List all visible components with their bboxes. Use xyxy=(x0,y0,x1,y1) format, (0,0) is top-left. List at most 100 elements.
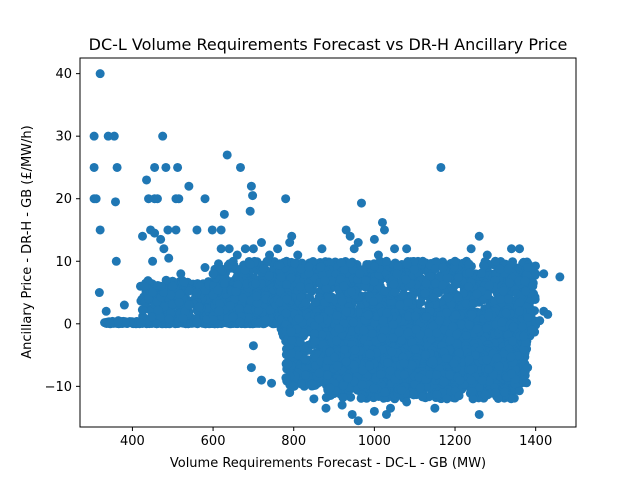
data-point xyxy=(164,314,174,324)
data-point xyxy=(439,377,449,387)
data-point xyxy=(392,269,402,279)
data-point xyxy=(428,321,438,331)
data-point xyxy=(457,320,467,330)
data-point xyxy=(235,317,245,327)
data-point xyxy=(174,297,184,307)
data-point xyxy=(332,361,342,371)
data-point xyxy=(358,365,368,375)
data-point xyxy=(453,273,463,283)
data-point xyxy=(464,282,474,292)
data-point xyxy=(339,281,349,291)
data-point xyxy=(395,300,405,310)
data-point xyxy=(445,335,455,345)
data-point xyxy=(394,327,404,337)
data-point xyxy=(304,262,314,272)
data-point xyxy=(184,286,194,296)
data-point xyxy=(466,375,476,385)
data-point xyxy=(521,286,531,296)
data-point xyxy=(429,293,439,303)
data-point xyxy=(388,333,398,343)
data-point xyxy=(167,299,177,309)
data-point xyxy=(324,306,334,316)
data-point xyxy=(281,373,291,383)
data-point xyxy=(370,261,380,271)
data-point xyxy=(243,304,253,314)
data-point xyxy=(252,291,262,301)
data-point xyxy=(361,276,371,286)
data-point xyxy=(411,324,421,334)
data-point xyxy=(495,264,505,274)
data-point xyxy=(340,345,350,355)
data-point xyxy=(431,257,441,267)
data-point xyxy=(484,281,494,291)
data-point xyxy=(452,329,462,339)
data-point xyxy=(464,259,474,269)
data-point xyxy=(286,349,296,359)
data-point xyxy=(438,280,448,290)
data-point xyxy=(483,311,493,321)
data-point xyxy=(281,308,291,318)
chart-title: DC-L Volume Requirements Forecast vs DR-… xyxy=(89,35,568,54)
data-point xyxy=(294,314,304,324)
data-point xyxy=(261,315,271,325)
data-point xyxy=(310,320,320,330)
data-point xyxy=(320,276,330,286)
data-point xyxy=(451,310,461,320)
data-point xyxy=(506,352,516,362)
data-point xyxy=(407,360,417,370)
data-point xyxy=(349,360,359,370)
data-point xyxy=(179,277,189,287)
data-point xyxy=(402,259,412,269)
data-point xyxy=(376,369,386,379)
data-point xyxy=(310,297,320,307)
data-point xyxy=(264,271,274,281)
data-point xyxy=(383,358,393,368)
data-point xyxy=(434,316,444,326)
data-point xyxy=(349,317,359,327)
data-point xyxy=(258,264,268,274)
data-point xyxy=(499,349,509,359)
data-point xyxy=(495,294,505,304)
data-point xyxy=(326,276,336,286)
data-point xyxy=(441,353,451,363)
data-point xyxy=(215,264,225,274)
data-point xyxy=(220,278,230,288)
data-point xyxy=(470,350,480,360)
data-point xyxy=(430,264,440,274)
data-point xyxy=(393,262,403,272)
data-point xyxy=(519,344,529,354)
data-point xyxy=(238,293,248,303)
data-point xyxy=(505,278,515,288)
data-point xyxy=(330,352,339,362)
data-point xyxy=(380,286,390,296)
data-point xyxy=(346,326,356,336)
data-point xyxy=(500,387,510,397)
data-point xyxy=(245,259,255,269)
data-point xyxy=(410,311,420,321)
data-point xyxy=(314,314,324,324)
data-point xyxy=(382,308,392,318)
data-point xyxy=(290,258,300,268)
data-point xyxy=(286,273,296,283)
data-point xyxy=(501,308,511,318)
data-point xyxy=(301,298,311,308)
data-point xyxy=(421,312,431,321)
data-point xyxy=(355,269,365,279)
data-point xyxy=(231,287,241,297)
data-point xyxy=(389,279,399,289)
data-point xyxy=(401,275,411,285)
data-point xyxy=(416,297,426,307)
data-point xyxy=(254,318,264,328)
data-point xyxy=(403,327,413,337)
data-point xyxy=(472,324,482,334)
data-point xyxy=(275,260,285,270)
data-point xyxy=(347,287,357,297)
data-point xyxy=(346,258,355,268)
data-point xyxy=(397,335,407,345)
data-point xyxy=(350,345,360,355)
data-point xyxy=(301,370,311,380)
data-point xyxy=(442,273,452,283)
data-point xyxy=(363,310,373,320)
data-point xyxy=(453,292,463,302)
